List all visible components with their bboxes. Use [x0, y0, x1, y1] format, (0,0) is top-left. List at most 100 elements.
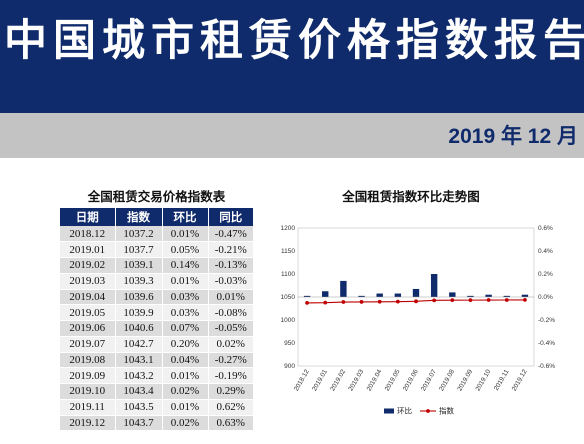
table-cell: 2019.08 [60, 352, 116, 369]
table-cell: 2019.12 [60, 415, 116, 432]
column-header: 环比 [162, 208, 209, 226]
index-point [359, 300, 364, 304]
x-axis-tick-label: 2019.05 [384, 368, 402, 392]
table-cell: 2018.12 [60, 226, 116, 243]
table-cell: -0.21% [208, 241, 253, 258]
table-cell: 2019.02 [60, 257, 116, 274]
index-point [414, 299, 418, 304]
legend-line-label: 指数 [439, 406, 454, 416]
report-date: 2019 年 12 月 [448, 125, 578, 148]
right-axis-tick-label: -0.6% [538, 363, 555, 370]
report-title: 中国城市租赁价格指数报告 [4, 16, 584, 66]
index-point [323, 300, 328, 305]
table-body: 2018.12 1037.2 0.01% -0.47% 2019.01 1037.7 0.0… [60, 226, 253, 432]
index-point [432, 298, 437, 303]
index-point [377, 299, 382, 304]
right-axis-tick-label: 0.2% [538, 271, 553, 278]
x-axis-tick-label: 2019.12 [511, 368, 529, 392]
chart-title: 全国租赁指数环比走势图 [342, 189, 480, 204]
index-point [486, 298, 491, 302]
table-cell: 0.03% [162, 289, 209, 306]
x-axis-tick-label: 2019.02 [329, 368, 347, 392]
table-cell: 0.20% [162, 336, 209, 353]
bar-mark [430, 274, 438, 297]
table-row: 2019.02 1039.1 0.14% -0.13% [60, 257, 253, 274]
table-row: 2019.08 1043.1 0.04% -0.27% [60, 352, 253, 369]
legend-bar-swatch [384, 408, 394, 414]
bar-mark [303, 295, 311, 297]
table-cell: -0.19% [208, 367, 253, 384]
left-axis-tick-label: 1000 [281, 317, 296, 324]
bar-mark [394, 293, 402, 297]
index-point [395, 299, 400, 304]
column-header: 指数 [115, 208, 163, 226]
table-cell: 0.63% [208, 415, 253, 432]
table-cell: 1043.2 [115, 367, 163, 384]
bar-mark [467, 295, 474, 297]
table-cell: 0.01% [162, 367, 209, 384]
table-cell: 1040.6 [115, 320, 163, 337]
x-axis-tick-label: 2019.09 [456, 368, 474, 392]
right-axis-tick-label: 0.0% [538, 294, 553, 301]
bar-mark [376, 293, 383, 297]
left-axis-tick-label: 1150 [281, 248, 295, 255]
table-cell: 0.01% [162, 273, 209, 290]
table-header-row: 日期 指数 环比 同比 [60, 208, 253, 226]
index-point [341, 300, 346, 304]
table-cell: -0.27% [208, 352, 253, 369]
table-row: 2019.05 1039.9 0.03% -0.08% [60, 304, 253, 321]
index-point [305, 300, 309, 305]
bar-mark [521, 294, 529, 297]
table-cell: 1039.3 [115, 273, 163, 290]
table-row: 2019.06 1040.6 0.07% -0.05% [60, 320, 253, 337]
x-axis-tick-label: 2019.06 [402, 368, 420, 392]
legend-line-marker [426, 409, 430, 413]
table-cell: 2019.06 [60, 320, 116, 337]
table-cell: 1043.5 [115, 399, 163, 416]
x-axis-tick-label: 2019.11 [493, 368, 511, 392]
table-cell: 2019.09 [60, 367, 116, 384]
x-axis-tick-label: 2019.04 [366, 368, 384, 392]
table-row: 2019.09 1043.2 0.01% -0.19% [60, 367, 253, 384]
right-axis-tick-label: 0.6% [538, 225, 553, 232]
x-axis-tick-label: 2019.07 [420, 368, 438, 392]
x-axis-tick-label: 2019.01 [311, 368, 329, 392]
table-row: 2019.12 1043.7 0.02% 0.63% [60, 415, 253, 432]
x-axis-tick-label: 2018.12 [293, 368, 311, 392]
table-cell: 1042.7 [115, 336, 163, 353]
table-cell: 2019.10 [60, 383, 116, 400]
x-axis-tick-label: 2019.10 [475, 368, 493, 392]
table-cell: 0.05% [162, 241, 209, 258]
table-cell: 1043.7 [115, 415, 163, 432]
right-axis-tick-label: 0.4% [538, 248, 553, 255]
table-cell: 2019.11 [60, 399, 116, 416]
table-row: 2019.07 1042.7 0.20% 0.02% [60, 336, 253, 353]
index-table-section: 全国租赁交易价格指数表 日期 指数 环比 同比 2018.12 1037.2 0.01% -… [60, 186, 253, 432]
table-cell: 1039.6 [115, 289, 163, 306]
right-axis-tick-label: -0.2% [538, 317, 555, 324]
column-header: 同比 [208, 208, 253, 226]
index-point [468, 298, 473, 303]
table-title: 全国租赁交易价格指数表 [87, 189, 226, 204]
table-row: 2019.10 1043.4 0.02% 0.29% [60, 383, 253, 400]
column-header: 日期 [60, 208, 116, 226]
table-row: 2019.03 1039.3 0.01% -0.03% [60, 273, 253, 290]
table-cell: 1037.7 [115, 241, 163, 258]
table-cell: -0.13% [208, 257, 253, 274]
table-cell: 1043.4 [115, 383, 163, 400]
table-cell: -0.05% [208, 320, 253, 337]
index-point [450, 298, 455, 303]
table-cell: 1039.9 [115, 304, 163, 321]
table-cell: 0.01% [162, 399, 209, 416]
table-cell: 0.02% [208, 336, 253, 353]
left-axis-tick-label: 950 [284, 340, 295, 347]
table-row: 2019.11 1043.5 0.01% 0.62% [60, 399, 253, 416]
table-cell: 1043.1 [115, 352, 163, 369]
table-cell: 1039.1 [115, 257, 163, 274]
table-cell: 0.02% [162, 383, 209, 400]
x-axis-tick-label: 2019.08 [438, 368, 456, 392]
left-axis-tick-label: 900 [284, 363, 295, 370]
left-axis-tick-label: 1100 [281, 271, 295, 278]
header-banner: 中国城市租赁价格指数报告 [0, 0, 584, 113]
table-cell: 2019.07 [60, 336, 116, 353]
